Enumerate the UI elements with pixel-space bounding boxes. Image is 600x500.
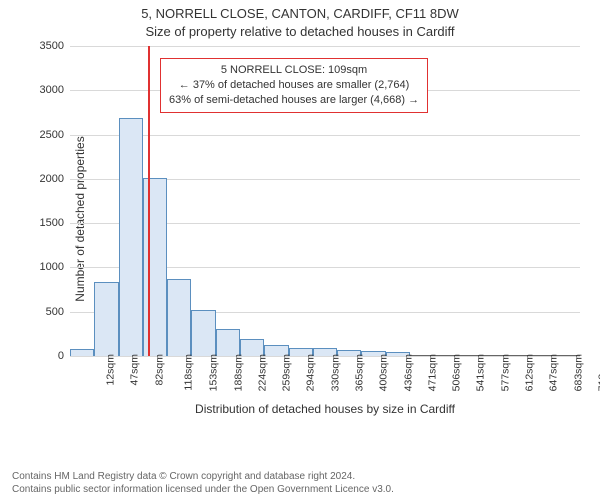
x-axis-label: Distribution of detached houses by size …	[70, 402, 580, 416]
gridline	[70, 135, 580, 136]
histogram-bar	[167, 279, 191, 356]
xtick-label: 471sqm	[426, 354, 438, 391]
ytick-label: 3500	[14, 40, 64, 52]
property-marker-line	[148, 46, 150, 356]
histogram-bar	[94, 282, 118, 356]
xtick-label: 541sqm	[475, 354, 487, 391]
xtick-label: 82sqm	[153, 354, 165, 386]
ytick-label: 2500	[14, 129, 64, 141]
ytick-label: 1000	[14, 261, 64, 273]
xtick-label: 259sqm	[281, 354, 293, 391]
xtick-label: 647sqm	[548, 354, 560, 391]
xtick-label: 612sqm	[523, 354, 535, 391]
xtick-label: 224sqm	[256, 354, 268, 391]
xtick-label: 294sqm	[305, 354, 317, 391]
ytick-label: 1500	[14, 217, 64, 229]
histogram-bar	[70, 349, 94, 356]
ytick-label: 2000	[14, 173, 64, 185]
annotation-line: ← 37% of detached houses are smaller (2,…	[169, 78, 419, 93]
ytick-label: 500	[14, 306, 64, 318]
xtick-label: 506sqm	[451, 354, 463, 391]
xtick-label: 330sqm	[329, 354, 341, 391]
xtick-label: 436sqm	[402, 354, 414, 391]
histogram-bar	[191, 310, 215, 356]
xtick-label: 718sqm	[596, 354, 600, 391]
chart-title: 5, NORRELL CLOSE, CANTON, CARDIFF, CF11 …	[0, 0, 600, 22]
annotation-line: 5 NORRELL CLOSE: 109sqm	[169, 63, 419, 78]
chart-container: 5, NORRELL CLOSE, CANTON, CARDIFF, CF11 …	[0, 0, 600, 500]
footer-line-2: Contains public sector information licen…	[12, 483, 394, 496]
chart-subtitle: Size of property relative to detached ho…	[0, 22, 600, 40]
xtick-label: 683sqm	[572, 354, 584, 391]
histogram-bar	[119, 118, 143, 356]
xtick-label: 400sqm	[378, 354, 390, 391]
footer-line-1: Contains HM Land Registry data © Crown c…	[12, 470, 394, 483]
plot-area: 050010001500200025003000350012sqm47sqm82…	[70, 46, 580, 356]
xtick-label: 365sqm	[353, 354, 365, 391]
annotation-line: 63% of semi-detached houses are larger (…	[169, 93, 419, 108]
plot-outer: Number of detached properties 0500100015…	[70, 46, 580, 392]
xtick-label: 47sqm	[129, 354, 141, 386]
histogram-bar	[216, 329, 240, 356]
xtick-label: 153sqm	[208, 354, 220, 391]
xtick-label: 188sqm	[232, 354, 244, 391]
xtick-label: 12sqm	[105, 354, 117, 386]
annotation-box: 5 NORRELL CLOSE: 109sqm← 37% of detached…	[160, 58, 428, 113]
xtick-label: 118sqm	[183, 354, 195, 391]
gridline	[70, 46, 580, 47]
footer: Contains HM Land Registry data © Crown c…	[12, 470, 394, 496]
xtick-label: 577sqm	[499, 354, 511, 391]
ytick-label: 0	[14, 350, 64, 362]
ytick-label: 3000	[14, 84, 64, 96]
histogram-bar	[143, 178, 167, 356]
